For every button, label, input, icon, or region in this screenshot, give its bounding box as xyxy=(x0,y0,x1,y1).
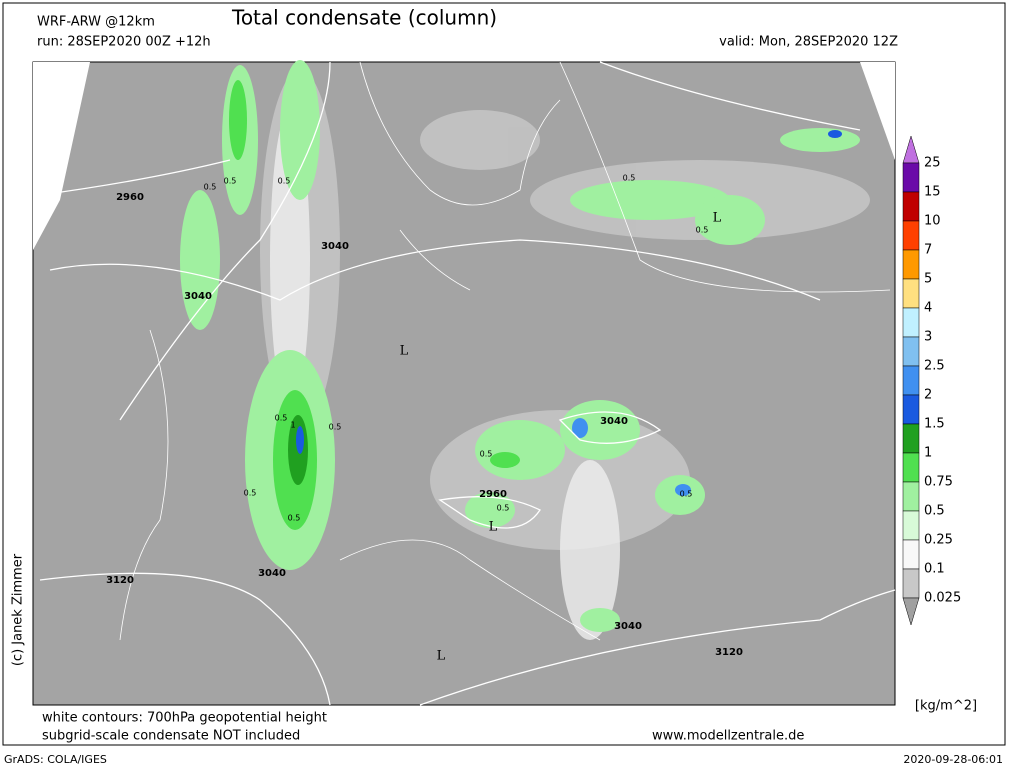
height-contour-label: 3120 xyxy=(106,575,134,586)
colorbar-label: 5 xyxy=(924,272,932,287)
coastlines xyxy=(119,61,891,641)
colorbar-box xyxy=(902,481,920,512)
height-contour-label: 2960 xyxy=(116,192,144,203)
height-contour-label: 3040 xyxy=(614,621,642,632)
low-pressure-label: L xyxy=(400,344,409,359)
condensate-contour-label: 0.5 xyxy=(244,489,257,498)
colorbar-label: 1 xyxy=(924,446,932,461)
model-label: WRF-ARW @12km xyxy=(37,15,155,30)
low-pressure-label: L xyxy=(489,520,498,535)
condensate-contour-label: 0.5 xyxy=(275,414,288,423)
height-contour-label: 3040 xyxy=(321,241,349,252)
colorbar-label: 1.5 xyxy=(924,417,945,432)
colorbar-box xyxy=(902,191,920,222)
colorbar-box xyxy=(902,278,920,309)
colorbar-label: 2 xyxy=(924,388,932,403)
colorbar-box xyxy=(902,365,920,396)
colorbar-box xyxy=(902,568,920,599)
low-pressure-label: L xyxy=(713,211,722,226)
copyright: (c) Janek Zimmer xyxy=(11,553,26,666)
condensate-contour-label: 0.5 xyxy=(204,183,217,192)
colorbar-label: 0.5 xyxy=(924,504,945,519)
colorbar-box xyxy=(902,249,920,280)
colorbar-label: 25 xyxy=(924,156,941,171)
colorbar-label: 4 xyxy=(924,301,932,316)
colorbar-arrow xyxy=(902,597,920,626)
colorbar-box xyxy=(902,539,920,570)
colorbar-label: 2.5 xyxy=(924,359,945,374)
low-pressure-label: L xyxy=(437,649,446,664)
condensate-contour-label: 0.5 xyxy=(480,450,493,459)
colorbar-box xyxy=(902,307,920,338)
height-contour-label: 3120 xyxy=(715,647,743,658)
condensate-contour-label: 0.5 xyxy=(696,226,709,235)
colorbar-label: 3 xyxy=(924,330,932,345)
colorbar-label: 0.025 xyxy=(924,591,961,606)
colorbar: 25 15 10 7 5 4 3 2.5 2 1.5 1 0.75 0.5 0.25 0.1 0.025 xyxy=(902,135,961,626)
colorbar-label: 0.25 xyxy=(924,533,953,548)
condensate-contour-label: 0.5 xyxy=(329,423,342,432)
colorbar-label: 15 xyxy=(924,185,941,200)
colorbar-label: 7 xyxy=(924,243,932,258)
condensate-contour-label: 0.5 xyxy=(278,177,291,186)
colorbar-label: 0.1 xyxy=(924,562,945,577)
title: Total condensate (column) xyxy=(231,6,497,30)
colorbar-box xyxy=(902,220,920,251)
colorbar-box xyxy=(902,394,920,425)
condensate-contour-label: 0.5 xyxy=(680,490,693,499)
map xyxy=(32,60,896,706)
condensate-contour-label: 0.5 xyxy=(224,177,237,186)
height-contour-label: 3040 xyxy=(184,291,212,302)
condensate-contour-label: 1 xyxy=(290,421,295,430)
software: GrADS: COLA/IGES xyxy=(4,753,107,766)
colorbar-box xyxy=(902,423,920,454)
colorbar-label: 0.75 xyxy=(924,475,953,490)
colorbar-box xyxy=(902,452,920,483)
colorbar-unit: [kg/m^2] xyxy=(915,699,977,714)
height-contour-label: 3040 xyxy=(258,568,286,579)
website: www.modellzentrale.de xyxy=(652,729,804,744)
colorbar-box xyxy=(902,162,920,193)
height-contour-label: 2960 xyxy=(479,489,507,500)
condensate-contour-label: 0.5 xyxy=(623,174,636,183)
valid-label: valid: Mon, 28SEP2020 12Z xyxy=(719,35,898,50)
condensate-contour-label: 0.5 xyxy=(288,514,301,523)
note: white contours: 700hPa geopotential heig… xyxy=(42,711,327,726)
condensate-contour-label: 0.5 xyxy=(497,504,510,513)
colorbar-box xyxy=(902,336,920,367)
note: subgrid-scale condensate NOT included xyxy=(42,729,300,744)
run-label: run: 28SEP2020 00Z +12h xyxy=(37,35,211,50)
colorbar-label: 10 xyxy=(924,214,941,229)
contours xyxy=(39,61,896,706)
colorbar-box xyxy=(902,510,920,541)
condensate xyxy=(180,60,860,632)
timestamp: 2020-09-28-06:01 xyxy=(903,753,1003,766)
height-contour-label: 3040 xyxy=(600,416,628,427)
